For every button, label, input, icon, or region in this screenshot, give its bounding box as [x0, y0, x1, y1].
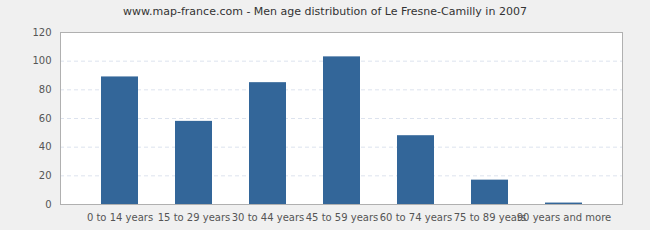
svg-text:0: 0 [45, 199, 51, 210]
svg-text:60: 60 [39, 113, 52, 124]
svg-text:120: 120 [32, 27, 51, 38]
svg-text:100: 100 [32, 55, 51, 66]
html-text:www.map-france.com - Men age d: www.map-france.com - Men age distributio… [123, 5, 527, 18]
svg-text:20: 20 [39, 170, 52, 181]
svg-text:45 to 59 years: 45 to 59 years [306, 212, 379, 223]
svg-text:90 years and more: 90 years and more [517, 212, 612, 223]
svg-text:80: 80 [39, 84, 52, 95]
svg-text:40: 40 [39, 141, 52, 152]
svg-text:0 to 14 years: 0 to 14 years [87, 212, 153, 223]
svg-text:60 to 74 years: 60 to 74 years [380, 212, 453, 223]
svg-text:75 to 89 years: 75 to 89 years [454, 212, 527, 223]
svg-text:15 to 29 years: 15 to 29 years [158, 212, 231, 223]
svg-text:30 to 44 years: 30 to 44 years [232, 212, 305, 223]
